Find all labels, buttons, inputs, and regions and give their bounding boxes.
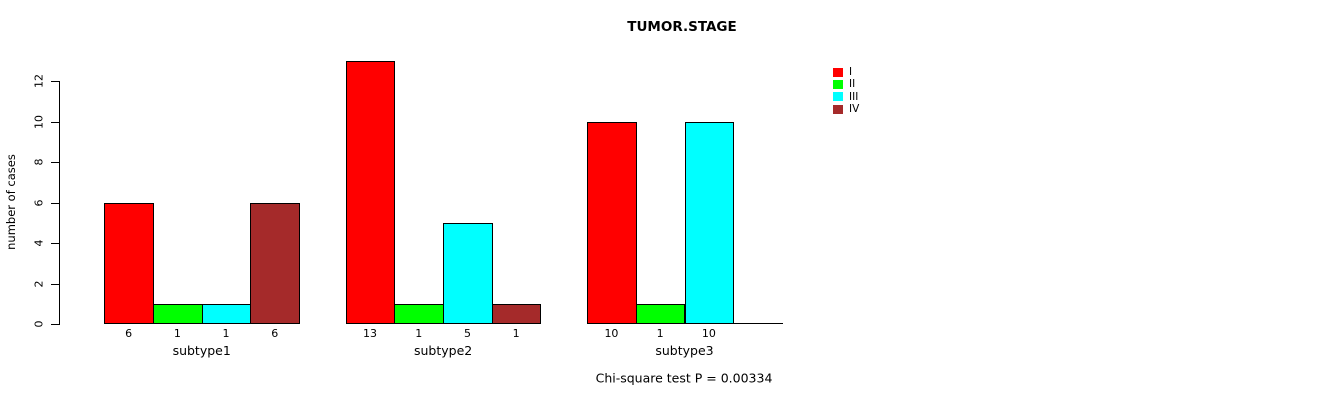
- bar-value-label: 6: [271, 326, 279, 340]
- legend-swatch-III: [833, 92, 843, 102]
- y-axis-line: [59, 81, 60, 325]
- category-label-subtype3: subtype3: [655, 343, 714, 358]
- legend-item: IV: [833, 103, 859, 115]
- legend-label: II: [849, 78, 856, 91]
- legend-label: III: [849, 90, 859, 103]
- bar-subtype1-stage-II: [153, 303, 203, 324]
- category-label-subtype2: subtype2: [413, 343, 473, 358]
- y-tick: [51, 121, 59, 123]
- bar-value-label: 1: [656, 326, 664, 340]
- y-tick-label: 10: [32, 114, 46, 129]
- bar-subtype3-stage-III: [684, 121, 735, 324]
- y-tick: [51, 202, 59, 204]
- bar-subtype3-stage-II: [635, 303, 686, 324]
- chart-title: TUMOR.STAGE: [627, 19, 737, 35]
- bar-subtype2-stage-II: [394, 303, 445, 324]
- y-tick-label: 4: [32, 239, 46, 247]
- y-tick-label: 2: [32, 280, 46, 287]
- bar-subtype3-stage-I: [587, 121, 637, 324]
- y-tick: [51, 283, 59, 285]
- bar-subtype1-stage-III: [201, 303, 252, 324]
- bar-value-label: 13: [363, 326, 378, 340]
- y-tick-label: 8: [32, 158, 46, 166]
- category-label-subtype1: subtype1: [172, 343, 231, 358]
- legend-swatch-IV: [833, 104, 843, 114]
- legend-item: II: [833, 78, 859, 90]
- bar-value-label: 6: [125, 326, 133, 340]
- y-tick-label: 6: [32, 199, 46, 206]
- bar-value-label: 5: [463, 326, 471, 340]
- bar-value-label: 1: [222, 326, 230, 340]
- legend-item: III: [833, 91, 859, 103]
- bar-subtype1-stage-IV: [250, 202, 301, 324]
- bar-subtype2-stage-III: [443, 222, 493, 324]
- bar-subtype3-stage-IV-zero: [733, 323, 783, 324]
- y-tick-label: 12: [32, 74, 46, 88]
- bar-subtype2-stage-IV: [491, 303, 542, 324]
- legend-swatch-II: [833, 79, 843, 89]
- bar-value-label: 10: [604, 326, 619, 340]
- legend-label: IV: [849, 102, 860, 115]
- y-tick: [51, 81, 59, 82]
- legend-swatch-I: [833, 67, 843, 77]
- y-tick-label: 0: [32, 320, 46, 328]
- bar-value-label: 1: [173, 326, 181, 340]
- legend-label: I: [849, 65, 853, 78]
- legend: I II III IV: [833, 66, 859, 115]
- bar-subtype2-stage-I: [345, 60, 396, 324]
- bar-value-label: 1: [512, 326, 520, 340]
- y-tick: [51, 324, 59, 325]
- chi-square-annotation: Chi-square test P = 0.00334: [595, 370, 773, 386]
- bar-subtype1-stage-I: [104, 202, 154, 324]
- y-tick: [51, 162, 59, 163]
- bar-value-label: 10: [701, 326, 716, 340]
- y-tick: [51, 243, 59, 244]
- bar-value-label: 1: [415, 326, 423, 340]
- legend-item: I: [833, 66, 859, 78]
